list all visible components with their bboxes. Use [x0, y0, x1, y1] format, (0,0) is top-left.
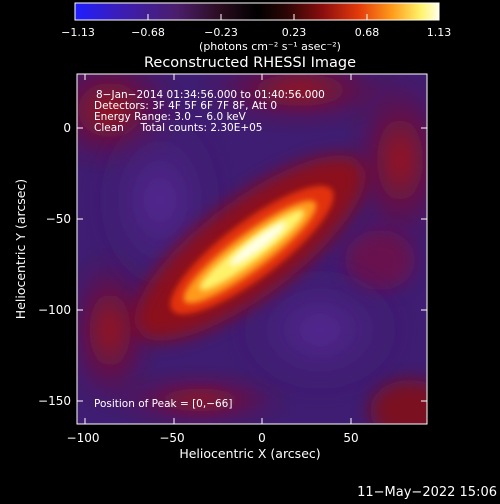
- annotation-energy-range: Energy Range: 3.0 − 6.0 keV: [94, 111, 247, 123]
- x-tick-label: −50: [159, 431, 184, 445]
- colorbar-unit-label: (photons cm⁻² s⁻¹ asec⁻²): [199, 40, 341, 53]
- x-tick-label: 0: [258, 431, 266, 445]
- colorbar-tick-labels: −1.13 −0.68 −0.23 0.23 0.68 1.13: [61, 26, 451, 39]
- colorbar-tick-label: −0.23: [204, 26, 238, 39]
- colorbar-ticks: [74, 14, 440, 20]
- rhessi-image: [77, 74, 427, 424]
- image-title: Reconstructed RHESSI Image: [144, 55, 356, 71]
- y-axis-ticks: [77, 127, 427, 402]
- x-axis-label: Heliocentric X (arcsec): [179, 446, 320, 461]
- y-axis-label: Heliocentric Y (arcsec): [13, 179, 28, 319]
- colorbar-tick-label: 0.68: [355, 26, 380, 39]
- x-axis-tick-labels: −100 −50 0 50: [67, 431, 359, 445]
- annotation-time-range: 8−Jan−2014 01:34:56.000 to 01:40:56.000: [96, 89, 325, 101]
- x-tick-label: 50: [343, 431, 358, 445]
- y-tick-label: −100: [38, 303, 71, 317]
- annotation-clean-counts: Clean Total counts: 2.30E+05: [94, 122, 263, 134]
- colorbar-tick-label: −1.13: [61, 26, 95, 39]
- x-axis-ticks: [84, 74, 352, 424]
- y-tick-label: 0: [63, 121, 71, 135]
- annotation-block: 8−Jan−2014 01:34:56.000 to 01:40:56.000 …: [94, 89, 325, 134]
- colorbar-tick-label: 1.13: [427, 26, 452, 39]
- peak-position-label: Position of Peak = [0,−66]: [94, 398, 232, 410]
- colorbar-tick-label: −0.68: [131, 26, 165, 39]
- y-axis-tick-labels: 0 −50 −100 −150: [38, 121, 71, 408]
- annotation-detectors: Detectors: 3F 4F 5F 6F 7F 8F, Att 0: [94, 100, 277, 112]
- colorbar: [74, 2, 440, 21]
- x-tick-label: −100: [67, 431, 100, 445]
- y-tick-label: −50: [46, 212, 71, 226]
- timestamp: 11−May−2022 15:06: [357, 485, 497, 500]
- plot-frame: [76, 73, 428, 425]
- y-tick-label: −150: [38, 394, 71, 408]
- colorbar-tick-label: 0.23: [282, 26, 307, 39]
